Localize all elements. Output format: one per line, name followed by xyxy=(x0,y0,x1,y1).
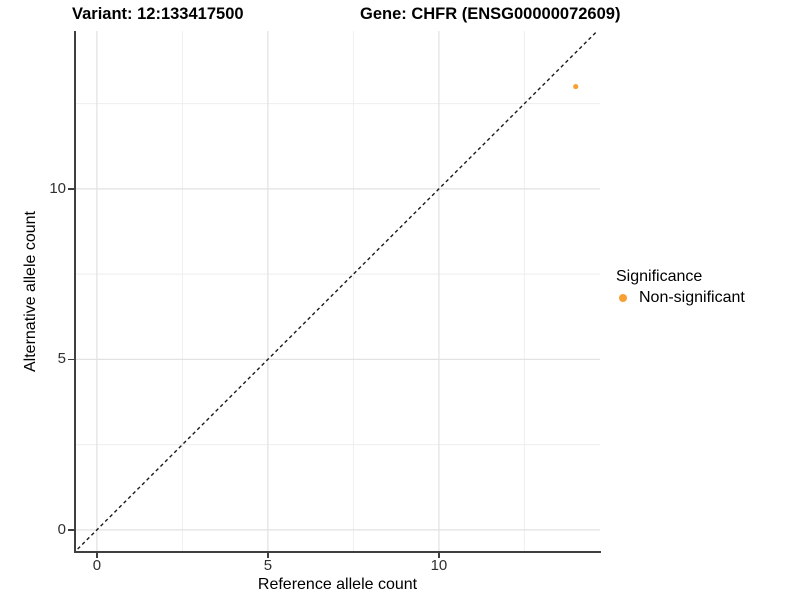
legend-title: Significance xyxy=(616,268,703,285)
legend: Significance Non-significant xyxy=(612,267,745,309)
x-axis-line xyxy=(74,551,601,553)
legend-entry-label: Non-significant xyxy=(639,289,745,306)
x-axis-title: Reference allele count xyxy=(257,576,418,593)
y-tick-label: 5 xyxy=(57,350,66,368)
x-tick-label: 10 xyxy=(430,557,448,574)
x-tick-label: 5 xyxy=(263,557,273,574)
x-tick-mark xyxy=(96,553,98,558)
identity-dashed-line xyxy=(75,31,599,551)
y-tick-mark xyxy=(68,529,74,531)
legend-point-icon xyxy=(619,294,627,302)
plot-panel xyxy=(75,31,600,551)
plot-title-gene: Gene: CHFR (ENSG00000072609) xyxy=(360,5,621,23)
x-tick-label: 0 xyxy=(92,557,102,574)
data-point xyxy=(573,83,579,90)
plot-title-variant: Variant: 12:133417500 xyxy=(72,5,244,23)
y-axis-line xyxy=(74,31,76,553)
legend-entry-non-significant: Non-significant xyxy=(612,287,745,309)
y-tick-label: 0 xyxy=(57,520,66,538)
y-axis-title: Alternative allele count xyxy=(22,211,39,373)
x-tick-mark xyxy=(267,553,269,558)
x-tick-mark xyxy=(438,553,440,558)
y-tick-mark xyxy=(68,358,74,361)
y-tick-mark xyxy=(68,188,74,190)
y-tick-label: 10 xyxy=(49,179,66,197)
